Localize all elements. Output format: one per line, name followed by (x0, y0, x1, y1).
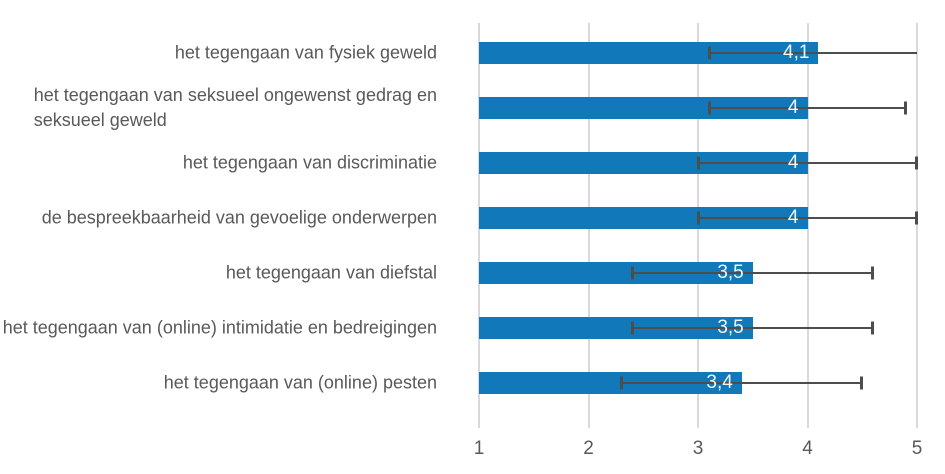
error-bar (698, 216, 917, 219)
x-axis-tick-label: 1 (473, 438, 485, 459)
error-bar (708, 106, 907, 109)
bar (479, 316, 753, 339)
category-label: het tegengaan van (online) intimidatie e… (3, 315, 437, 340)
error-bar (698, 161, 917, 164)
error-bar (621, 381, 863, 384)
bar (479, 371, 742, 394)
bar (479, 96, 808, 119)
category-label: het tegengaan van fysiek geweld (175, 40, 437, 65)
error-bar-cap-right (871, 321, 875, 334)
value-label: 4,1 (783, 41, 810, 63)
error-bar-cap-right (904, 101, 908, 114)
category-label-text: het tegengaan van discriminatie (182, 152, 437, 172)
error-bar-cap-left (631, 321, 635, 334)
error-bar-cap-left (697, 211, 700, 224)
bar (479, 206, 808, 229)
bar (479, 261, 753, 284)
gridline (916, 23, 918, 428)
category-label: het tegengaan van seksueel ongewenst ged… (34, 83, 437, 133)
error-bar-cap-left (620, 376, 624, 389)
value-label: 4 (787, 151, 799, 173)
x-axis-tick-label: 3 (692, 438, 704, 459)
category-label: het tegengaan van diefstal (226, 260, 437, 285)
value-label: 3,5 (717, 316, 744, 338)
plot-area: 4,1 4 4 4 3,5 3,5 3,4 (478, 23, 918, 428)
error-bar (632, 271, 874, 274)
category-label-text: het tegengaan van seksueel ongewenst ged… (33, 84, 437, 130)
bar (479, 41, 819, 64)
error-bar-cap-right (871, 266, 875, 279)
x-axis-tick-label: 5 (911, 438, 923, 459)
category-label-text: het tegengaan van diefstal (225, 262, 437, 282)
value-label: 3,5 (717, 261, 744, 283)
error-bar (708, 51, 917, 54)
error-bar-cap-left (707, 46, 711, 59)
error-bar-cap-right (860, 376, 864, 389)
category-label-text: het tegengaan van fysiek geweld (174, 42, 437, 62)
x-axis-tick-label: 2 (583, 438, 594, 459)
category-label-text: het tegengaan van (online) pesten (163, 372, 437, 392)
gridline (806, 23, 809, 428)
category-label-text: het tegengaan van (online) intimidatie e… (2, 317, 437, 337)
category-label: de bespreekbaarheid van gevoelige onderw… (42, 205, 437, 230)
value-label: 3,4 (706, 371, 733, 393)
error-bar-cap-left (707, 101, 711, 114)
error-bar-cap-right (915, 156, 918, 169)
error-bar (632, 326, 874, 329)
bar (479, 151, 808, 174)
value-label: 4 (787, 206, 799, 228)
category-label: het tegengaan van (online) pesten (164, 370, 437, 395)
category-label-text: de bespreekbaarheid van gevoelige onderw… (41, 207, 437, 227)
error-bar-cap-left (697, 156, 700, 169)
x-axis-tick-label: 4 (802, 438, 813, 459)
value-label: 4 (787, 96, 799, 118)
category-label: het tegengaan van discriminatie (183, 150, 437, 175)
error-bar-cap-left (631, 266, 635, 279)
error-bar-cap-right (915, 211, 918, 224)
